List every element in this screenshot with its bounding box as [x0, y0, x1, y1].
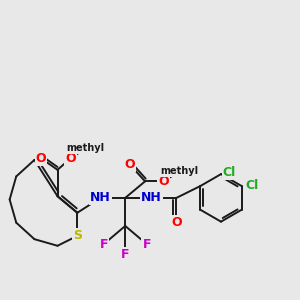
Text: Cl: Cl — [245, 179, 258, 193]
Text: Cl: Cl — [223, 166, 236, 179]
Text: F: F — [142, 238, 151, 250]
Text: methyl: methyl — [161, 167, 199, 176]
Text: methyl: methyl — [67, 143, 105, 153]
Text: O: O — [65, 152, 76, 165]
Text: O: O — [36, 152, 46, 165]
Text: NH: NH — [90, 191, 111, 204]
Text: F: F — [100, 238, 108, 250]
Text: O: O — [158, 175, 169, 188]
Text: S: S — [73, 230, 82, 242]
Text: O: O — [171, 216, 182, 229]
Text: O: O — [125, 158, 136, 171]
Text: F: F — [121, 248, 130, 260]
Text: NH: NH — [141, 191, 162, 204]
